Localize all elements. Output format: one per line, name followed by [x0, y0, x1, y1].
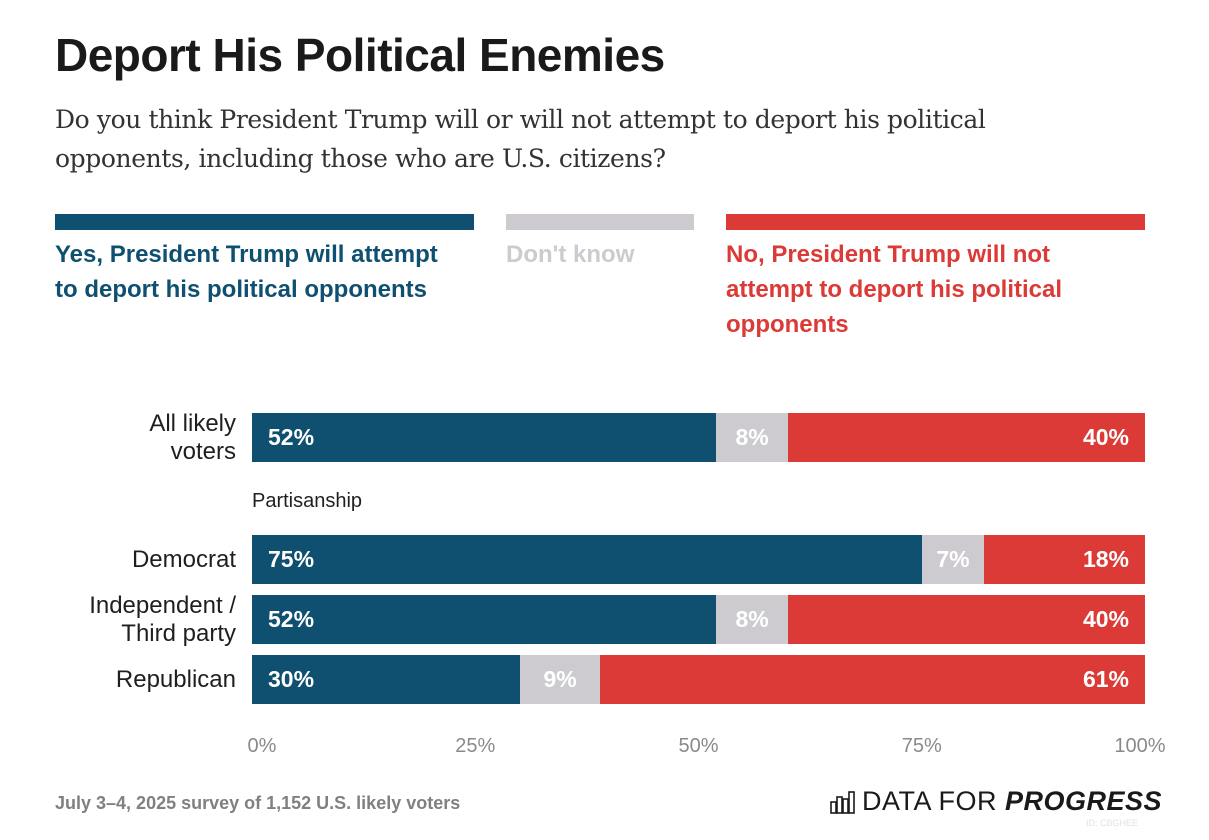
bar-segment-no [600, 655, 1145, 704]
bar-segment-yes [252, 535, 922, 584]
source-note: July 3–4, 2025 survey of 1,152 U.S. like… [55, 793, 461, 813]
legend-item-yes: Yes, President Trump will attempt to dep… [55, 214, 474, 307]
category-label: Republican [115, 665, 236, 693]
legend-swatch [506, 214, 694, 230]
bar-segment-dont-know [716, 413, 788, 462]
data-label: 40% [1082, 424, 1129, 450]
logo-text-bold: PROGRESS [1005, 786, 1163, 816]
data-label: 9% [543, 666, 577, 692]
bar-segment-yes [252, 595, 717, 644]
bar-segment-dont-know [921, 535, 985, 584]
data-label: 7% [936, 546, 970, 572]
legend-label: No, President Trump will not attempt to … [726, 241, 1063, 338]
x-tick-label: 100% [1114, 735, 1166, 757]
bar-chart-logo-icon [830, 790, 855, 814]
bar-segment-dont-know [716, 595, 788, 644]
logo-text: DATA FOR PROGRESS [862, 786, 1162, 817]
legend-item-no: No, President Trump will not attempt to … [726, 214, 1145, 342]
category-label: Democrat [131, 545, 236, 573]
legend-swatch [726, 214, 1145, 230]
bar-segment-yes [252, 655, 520, 704]
data-label: 8% [735, 424, 769, 450]
data-for-progress-logo: DATA FOR PROGRESS [830, 786, 1162, 817]
bar-segment-no [984, 535, 1145, 584]
legend-label: Yes, President Trump will attempt to dep… [55, 241, 438, 303]
data-label: 61% [1082, 666, 1129, 692]
x-tick-label: 75% [901, 735, 942, 757]
legend-label: Don't know [506, 241, 635, 268]
bar-segment-no [787, 595, 1145, 644]
data-label: 30% [268, 666, 315, 692]
data-label: 52% [268, 424, 315, 450]
bar-segment-no [787, 413, 1145, 462]
chart-subtitle: Do you think President Trump will or wil… [55, 105, 986, 173]
data-label: 8% [735, 606, 769, 632]
category-label: Independent / Third party [89, 591, 236, 647]
category-label: All likely voters [149, 409, 236, 465]
group-label-partisanship: Partisanship [252, 490, 363, 512]
data-label: 75% [268, 546, 315, 572]
x-tick-label: 25% [455, 735, 496, 757]
data-label: 18% [1082, 546, 1129, 572]
x-tick-label: 0% [247, 735, 277, 757]
data-label: 52% [268, 606, 315, 632]
legend-item-dont-know: Don't know [506, 214, 694, 272]
chart-id: ID: CBGHEE [1086, 818, 1139, 828]
chart-title: Deport His Political Enemies [55, 29, 665, 81]
x-tick-label: 50% [678, 735, 719, 757]
logo-text-light: DATA FOR [862, 786, 1006, 816]
bar-segment-dont-know [519, 655, 601, 704]
legend-swatch [55, 214, 474, 230]
bar-segment-yes [252, 413, 717, 462]
data-label: 40% [1082, 606, 1129, 632]
